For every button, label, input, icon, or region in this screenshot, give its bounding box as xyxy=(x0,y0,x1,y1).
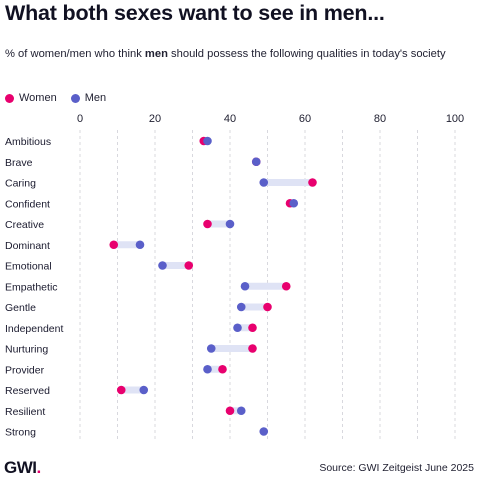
legend-item-men: Men xyxy=(70,92,107,104)
men-dot xyxy=(240,281,250,291)
women-dot xyxy=(218,364,227,374)
chart-legend: Women Men xyxy=(5,92,120,104)
row-label: Confident xyxy=(5,198,50,210)
women-dot xyxy=(109,240,119,250)
subtitle-text-end: should possess the following qualities i… xyxy=(167,48,446,60)
row-label: Independent xyxy=(5,323,63,335)
men-dot xyxy=(236,302,246,312)
logo-dot: . xyxy=(36,458,42,477)
row-label: Reserved xyxy=(5,385,50,397)
subtitle-text-start: % of women/men who think xyxy=(5,48,145,60)
row-label: Gentle xyxy=(5,302,36,314)
dumbbell-chart: 0 20 40 60 80 100 Ambitious Brave Caring Confiden… xyxy=(5,113,464,440)
men-dot xyxy=(158,261,167,270)
row-label: Caring xyxy=(5,178,36,190)
women-dot xyxy=(308,178,317,187)
row-label: Empathetic xyxy=(5,281,58,293)
x-tick-label: 0 xyxy=(77,113,83,125)
row-label: Resilient xyxy=(5,406,45,418)
women-dot xyxy=(184,261,194,270)
row-label: Strong xyxy=(5,427,36,439)
women-dot xyxy=(248,323,257,333)
men-dot xyxy=(206,344,216,353)
men-dot xyxy=(259,178,269,187)
row-label: Ambitious xyxy=(5,136,51,148)
chart-subtitle: % of women/men who think men should poss… xyxy=(5,48,446,60)
women-dot xyxy=(225,406,235,416)
men-dot xyxy=(203,136,212,146)
legend-item-women: Women xyxy=(5,92,57,104)
subtitle-bold-men: men xyxy=(144,48,168,60)
men-dot xyxy=(259,427,269,436)
chart-title: What both sexes want to see in men... xyxy=(5,1,385,25)
legend-marker-men xyxy=(70,93,80,103)
x-tick-label: 100 xyxy=(446,113,464,125)
x-tick-label: 60 xyxy=(299,113,311,125)
x-tick-label: 80 xyxy=(374,113,386,125)
men-dot xyxy=(203,364,212,374)
row-label: Nurturing xyxy=(5,344,48,356)
men-dot xyxy=(289,198,299,208)
row-label: Dominant xyxy=(5,240,50,252)
women-dot xyxy=(116,385,126,395)
men-dot xyxy=(251,157,261,167)
women-dot xyxy=(263,302,272,312)
legend-label-women: Women xyxy=(19,92,57,104)
men-dot xyxy=(233,323,242,333)
legend-marker-women xyxy=(5,93,14,103)
row-label: Brave xyxy=(5,157,33,169)
x-tick-label: 20 xyxy=(149,113,161,125)
women-dot xyxy=(248,344,257,353)
x-tick-label: 40 xyxy=(224,113,236,125)
men-dot xyxy=(139,385,149,395)
gwi-logo: GWI. xyxy=(4,458,41,478)
women-dot xyxy=(281,281,291,291)
legend-label-men: Men xyxy=(84,92,107,104)
men-dot xyxy=(135,240,145,250)
source-note: Source: GWI Zeitgeist June 2025 xyxy=(319,462,474,474)
men-dot xyxy=(225,219,235,229)
row-label: Provider xyxy=(5,364,45,376)
women-dot xyxy=(203,219,212,229)
row-label: Emotional xyxy=(5,261,52,273)
logo-text: GWI xyxy=(4,458,37,477)
men-dot xyxy=(236,406,246,416)
row-label: Creative xyxy=(5,219,44,231)
